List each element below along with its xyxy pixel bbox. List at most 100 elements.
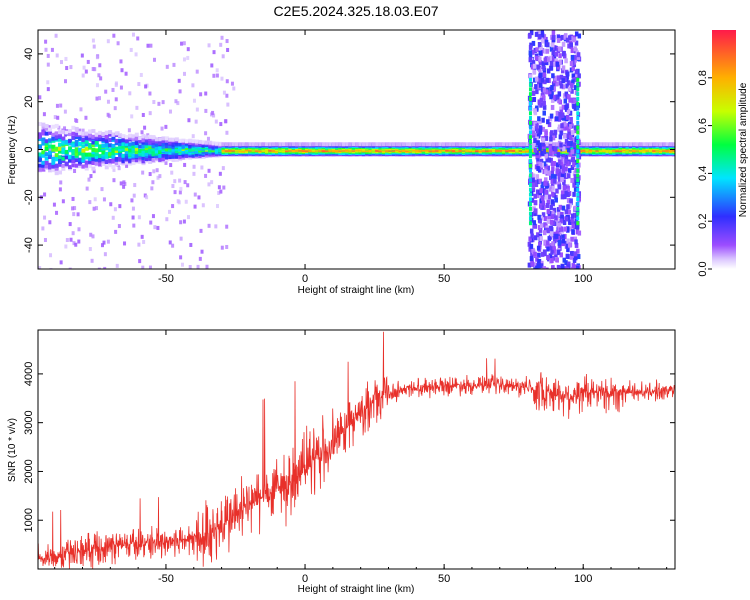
spectrogram-cell [94, 132, 99, 137]
spectrogram-cell [570, 177, 574, 183]
spectrogram-cell [101, 159, 106, 164]
spectrogram-cell [573, 98, 577, 104]
spectrogram-cell [64, 161, 69, 166]
spectrogram-cell [133, 183, 137, 188]
spectrogram-cell [549, 157, 553, 163]
spectrogram-cell [445, 142, 450, 147]
spectrogram-cell [201, 203, 205, 208]
spectrogram-cell [569, 61, 574, 67]
spectrogram-cell [134, 141, 139, 146]
spectrogram-cell [585, 142, 590, 147]
spectrogram-cell [219, 42, 223, 47]
spectrogram-cell [94, 152, 99, 157]
spectrogram-cell [564, 58, 568, 64]
spectrogram-cell [558, 53, 562, 59]
spectrogram-cell [385, 142, 390, 147]
spectrogram-cell [182, 71, 186, 76]
spectrogram-cell [531, 181, 536, 187]
spectrogram-cell [121, 137, 126, 142]
spectrogram-cell [532, 63, 537, 69]
spectrogram-cell [538, 119, 542, 125]
spectrogram-cell [111, 151, 116, 156]
spectrogram-cell [101, 152, 106, 157]
spectrogram-cell [138, 136, 143, 141]
spectrogram-cell [124, 147, 129, 152]
spectrogram-cell [74, 151, 79, 156]
spectrogram-cell [74, 142, 79, 147]
spectrogram-cell [180, 262, 184, 267]
spectrogram-cell [528, 236, 532, 242]
spectrogram-cell [214, 141, 219, 146]
spectrogram-cell [44, 124, 49, 129]
spectrogram-y-ticks: -40 -20 0 20 40 [23, 48, 675, 253]
spectrogram-cell [144, 148, 149, 153]
spectrogram-cell [545, 89, 549, 95]
spectrogram-cell [148, 172, 152, 177]
spectrogram-cell [188, 265, 192, 269]
spectrogram-cell [92, 169, 96, 174]
spectrogram-cell [118, 204, 122, 209]
spectrogram-cell [398, 142, 403, 147]
spectrogram-cell [563, 173, 568, 179]
spectrogram-cell [84, 152, 89, 157]
spectrogram-cell [129, 47, 133, 52]
spectrogram-cell [566, 147, 571, 153]
spectrogram-cell [106, 99, 110, 104]
spectrogram-cell [222, 90, 226, 95]
spectrogram-cell [172, 62, 176, 67]
spectrogram-cell [528, 202, 532, 207]
spectrogram-cell [551, 135, 556, 141]
spectrogram-cell [144, 138, 149, 143]
spectrogram-cell [138, 139, 143, 144]
spectrogram-cell [536, 245, 541, 251]
spectrogram-cell [47, 125, 51, 130]
spectrogram-cell [567, 126, 571, 132]
spectrogram-y-axis-label: Frequency (Hz) [7, 116, 18, 185]
spectrogram-cell [542, 144, 546, 150]
spectrogram-cell [124, 141, 129, 146]
spectrogram-cell [542, 149, 546, 155]
spectrogram-cell [198, 256, 202, 261]
spectrogram-cell [428, 142, 433, 147]
spectrogram-cell [618, 142, 623, 147]
spectrogram-cell [106, 112, 110, 117]
spectrogram-cell [556, 264, 561, 269]
spectrogram-cell [365, 142, 370, 147]
spectrogram-cell [401, 142, 406, 147]
spectrogram-cell [534, 235, 538, 241]
spectrogram-cell [61, 166, 66, 171]
spectrogram-cell [71, 163, 76, 168]
spectrogram-cell [567, 242, 572, 248]
spectrogram-cell [561, 41, 566, 47]
spectrogram-cell [128, 161, 133, 166]
spectrogram-cell [150, 186, 154, 191]
spectrogram-cell [120, 68, 124, 73]
spectrogram-cell [128, 144, 133, 149]
spectrogram-cell [95, 83, 99, 88]
spectrogram-cell [207, 182, 211, 187]
spectrogram-cell [148, 265, 152, 269]
spectrogram-cell [545, 48, 550, 54]
spectrogram-cell [78, 141, 83, 146]
spectrogram-cell [557, 98, 561, 104]
spectrogram-cell [91, 166, 96, 171]
spectrogram-cell [560, 211, 564, 217]
spectrogram-cell [121, 156, 126, 161]
spectrogram-cell [576, 254, 581, 260]
spectrogram-cell [74, 147, 79, 152]
spectrogram-cell [565, 37, 570, 43]
spectrogram-cell [53, 115, 57, 120]
spectrogram-cell [567, 168, 572, 174]
spectrogram-cell [533, 251, 537, 257]
spectrogram-cell [544, 177, 548, 183]
spectrogram-cell [207, 43, 211, 48]
spectrogram-cell [531, 40, 536, 46]
spectrogram-cell [82, 65, 86, 70]
spectrogram-cell [91, 140, 96, 145]
spectrogram-cell [576, 202, 580, 207]
spectrogram-cell [546, 218, 551, 224]
spectrogram-cell [41, 167, 46, 172]
spectrogram-cell [528, 50, 533, 56]
spectrogram-cell [230, 81, 234, 86]
spectrogram-cell [184, 153, 189, 158]
